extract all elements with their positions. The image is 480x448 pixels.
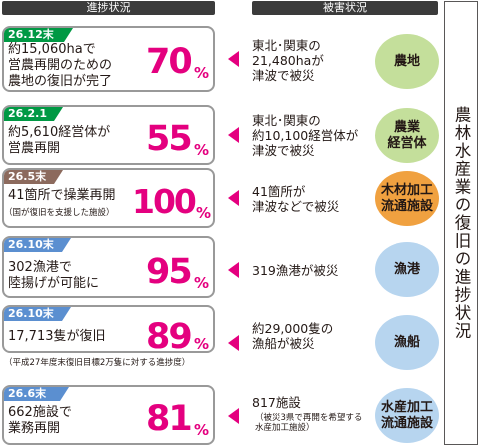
- date-tag: 26.2.1: [4, 107, 63, 121]
- percent-unit: %: [194, 64, 210, 82]
- date-tag: 26.12末: [4, 28, 73, 42]
- sector-circle: 農業 経営体: [375, 108, 439, 163]
- progress-description: 約15,060haで 営農再開のための 農地の復旧が完了: [8, 42, 113, 89]
- damage-description: 東北･関東の 約10,100経営体が 津波で被災: [252, 113, 359, 158]
- row-seafood-facilities: 26.6末 662施設で 業務再開 81 % 817施設 （被災3県で再開を希望…: [0, 385, 440, 445]
- progress-note: （平成27年度末復旧目標2万隻に対する進捗度）: [4, 358, 191, 368]
- side-title: 農林水産業の復旧の進捗状況: [452, 106, 471, 340]
- progress-box: 26.5末 41箇所で操業再開 （国が復旧を支援した施設） 100 %: [2, 168, 215, 228]
- percent-unit: %: [194, 141, 210, 159]
- sector-circle: 農地: [375, 34, 439, 89]
- percent-value: 70: [146, 42, 193, 82]
- percent-value: 89: [146, 317, 193, 357]
- progress-description: 302漁港で 陸揚げが可能に: [8, 260, 100, 291]
- percent-unit: %: [196, 204, 212, 222]
- progress-box: 26.12末 約15,060haで 営農再開のための 農地の復旧が完了 70 %: [2, 26, 215, 92]
- progress-note: （国が復旧を支援した施設）: [4, 208, 115, 218]
- percent-unit: %: [194, 421, 210, 439]
- percent-unit: %: [194, 335, 210, 353]
- date-tag: 26.6末: [4, 387, 69, 401]
- percent-value: 95: [146, 252, 193, 292]
- arrow-icon: [228, 51, 239, 67]
- sector-circle: 漁船: [375, 315, 439, 370]
- row-farm-operators: 26.2.1 約5,610経営体が 営農再開 55 % 東北･関東の 約10,1…: [0, 105, 440, 165]
- sector-circle: 漁港: [375, 242, 439, 297]
- row-fishing-boats: 26.10末 17,713隻が復旧 89 % （平成27年度末復旧目標2万隻に対…: [0, 305, 440, 371]
- progress-box: 26.10末 17,713隻が復旧 89 %: [2, 305, 215, 357]
- damage-note: （被災3県で再開を希望する 水産加工施設）: [255, 413, 363, 433]
- row-timber-facilities: 26.5末 41箇所で操業再開 （国が復旧を支援した施設） 100 % 41箇所…: [0, 168, 440, 228]
- sector-circle: 水産加工 流通施設: [375, 388, 439, 443]
- sector-circle: 木材加工 流通施設: [375, 171, 439, 226]
- damage-description: 41箇所が 津波などで被災: [252, 184, 340, 214]
- damage-description: 東北･関東の 21,480haが 津波で被災: [252, 38, 324, 83]
- arrow-icon: [228, 190, 239, 206]
- date-tag: 26.5末: [4, 170, 63, 184]
- percent-value: 81: [146, 399, 193, 439]
- row-fishing-ports: 26.10末 302漁港で 陸揚げが可能に 95 % 319漁港が被災 漁港: [0, 236, 440, 298]
- progress-box: 26.6末 662施設で 業務再開 81 %: [2, 385, 215, 445]
- arrow-icon: [228, 262, 239, 278]
- progress-box: 26.10末 302漁港で 陸揚げが可能に 95 %: [2, 236, 215, 298]
- damage-description: 319漁港が被災: [252, 263, 339, 278]
- damage-header: 被害状況: [252, 1, 438, 15]
- arrow-icon: [228, 127, 239, 143]
- progress-description: 662施設で 業務再開: [8, 405, 72, 436]
- percent-unit: %: [194, 274, 210, 292]
- row-farmland: 26.12末 約15,060haで 営農再開のための 農地の復旧が完了 70 %…: [0, 26, 440, 92]
- percent-value: 55: [146, 119, 193, 159]
- progress-header: 進捗状況: [2, 1, 215, 15]
- side-title-box: 農林水産業の復旧の進捗状況: [444, 1, 478, 445]
- date-tag: 26.10末: [4, 307, 71, 321]
- damage-description: 約29,000隻の 漁船が被災: [252, 321, 334, 351]
- damage-description: 817施設: [252, 395, 301, 410]
- arrow-icon: [228, 335, 239, 351]
- progress-box: 26.2.1 約5,610経営体が 営農再開 55 %: [2, 105, 215, 165]
- percent-value: 100: [132, 182, 197, 221]
- progress-description: 17,713隻が復旧: [8, 329, 106, 344]
- date-tag: 26.10末: [4, 238, 71, 252]
- progress-description: 約5,610経営体が 営農再開: [8, 125, 111, 156]
- arrow-icon: [228, 408, 239, 424]
- progress-description: 41箇所で操業再開: [8, 188, 116, 203]
